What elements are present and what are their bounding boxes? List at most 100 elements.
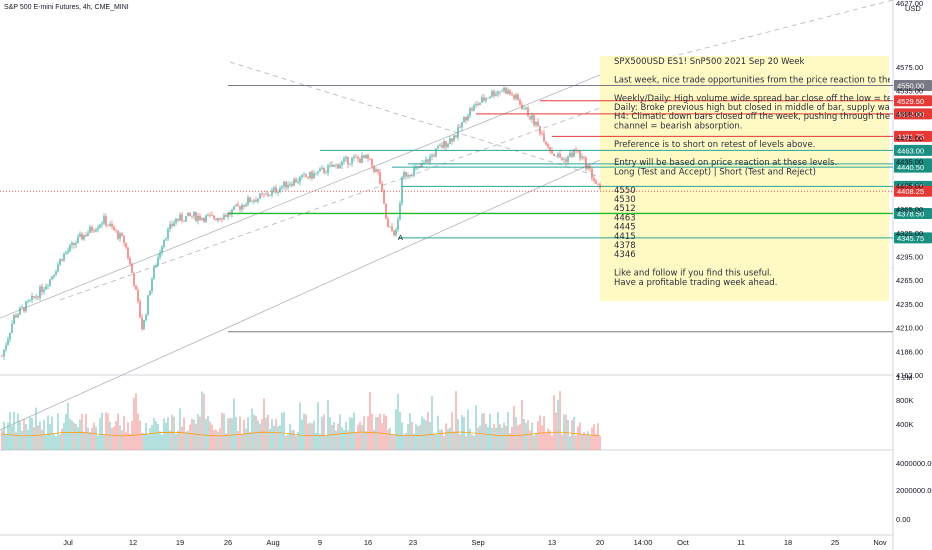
candle-body <box>25 301 27 312</box>
candle-body <box>579 150 581 159</box>
volume-bar <box>377 417 379 450</box>
candle-body <box>397 219 399 230</box>
candle-body <box>531 115 533 120</box>
candle-body <box>421 163 423 168</box>
candle-body <box>507 90 509 94</box>
volume-bar <box>207 416 209 450</box>
volume-bar <box>111 427 113 450</box>
volume-bar <box>277 426 279 450</box>
volume-tick-label: 400K <box>896 420 914 429</box>
volume-bar <box>561 434 563 450</box>
volume-bar <box>279 425 281 450</box>
volume-bar <box>319 433 321 450</box>
candle-body <box>503 87 505 92</box>
candle-body <box>19 307 21 315</box>
level-tag-label: 4512.00 <box>897 110 924 119</box>
volume-bar <box>23 419 25 450</box>
volume-bar <box>281 412 283 450</box>
volume-tick-label: 800K <box>896 396 914 405</box>
volume-bar <box>101 412 103 450</box>
candle-body <box>103 216 105 224</box>
candle-body <box>481 97 483 103</box>
volume-bar <box>283 412 285 450</box>
candle-body <box>289 184 291 185</box>
candle-body <box>323 167 325 173</box>
candle-body <box>519 100 521 105</box>
volume-bar <box>249 431 251 450</box>
note-line: Long (Test and Accept) | Short (Test and… <box>614 167 816 177</box>
volume-bar <box>71 420 73 450</box>
candle-body <box>401 177 403 204</box>
volume-bar <box>529 430 531 450</box>
candle-body <box>415 166 417 169</box>
price-tick-label: 4535.00 <box>896 87 923 96</box>
time-tick-label: Oct <box>677 538 690 547</box>
volume-bar <box>445 423 447 450</box>
candle-body <box>307 176 309 178</box>
candle-body <box>439 145 441 147</box>
channel-upper-line <box>0 74 601 319</box>
volume-bar <box>559 391 561 450</box>
candle-body <box>95 229 97 232</box>
candle-body <box>285 181 287 188</box>
volume-bar <box>439 429 441 450</box>
volume-bar <box>261 419 263 450</box>
time-tick-label: Jul <box>63 538 73 547</box>
volume-bar <box>555 412 557 450</box>
candle-body <box>527 107 529 117</box>
candle-body <box>13 315 15 324</box>
candle-body <box>513 95 515 99</box>
candle-body <box>109 223 111 226</box>
note-line: Last week, nice trade opportunities from… <box>614 75 932 85</box>
candle-body <box>333 164 335 168</box>
volume-bar <box>31 417 33 450</box>
price-axis[interactable]: 4550.004529.504512.004481.754463.004445.… <box>894 0 932 524</box>
candle-body <box>463 116 465 123</box>
volume-bar <box>97 435 99 450</box>
candle-body <box>145 314 147 321</box>
volume-bar <box>227 418 229 450</box>
price-tick-label: 4505.00 <box>896 110 923 119</box>
candle-body <box>451 138 453 142</box>
candle-body <box>247 197 249 205</box>
time-axis[interactable]: Jul 12 19 26 Aug 9 16 23 Sep 13 20 14:00 Oct 11 18 25 No… <box>63 538 887 547</box>
note-line: Weekly/Daily: High volume wide spread ba… <box>614 94 932 104</box>
volume-bar <box>525 423 527 450</box>
candle-body <box>495 94 497 96</box>
volume-bar <box>347 430 349 450</box>
volume-bar <box>429 422 431 450</box>
candle-body <box>3 349 5 357</box>
candle-body <box>91 226 93 232</box>
volume-bar <box>477 427 479 450</box>
candle-body <box>187 212 189 217</box>
volume-bar <box>407 423 409 450</box>
candle-body <box>105 216 107 226</box>
volume-bar <box>533 435 535 450</box>
price-tick-label: 4210.00 <box>896 324 923 333</box>
volume-bar <box>7 422 9 450</box>
volume-bar <box>485 423 487 450</box>
candle-body <box>597 183 599 185</box>
price-tick-label: 4627.00 <box>896 0 923 8</box>
volume-bar <box>341 427 343 450</box>
volume-bar <box>271 419 273 450</box>
candle-body <box>181 214 183 221</box>
candle-body <box>169 224 171 229</box>
volume-bar <box>305 414 307 450</box>
note-line: Daily: Broke previous high but closed in… <box>614 103 932 113</box>
candle-body <box>355 156 357 158</box>
candle-body <box>443 141 445 148</box>
volume-bar <box>189 424 191 450</box>
volume-bar <box>173 416 175 450</box>
candle-body <box>295 179 297 183</box>
candle-body <box>73 242 75 245</box>
candle-body <box>135 285 137 290</box>
volume-bar <box>325 435 327 450</box>
volume-bar <box>553 395 555 450</box>
candle-body <box>499 91 501 93</box>
candle-body <box>171 224 173 227</box>
candle-body <box>431 155 433 157</box>
candle-body <box>277 192 279 193</box>
volume-bar <box>85 413 87 450</box>
